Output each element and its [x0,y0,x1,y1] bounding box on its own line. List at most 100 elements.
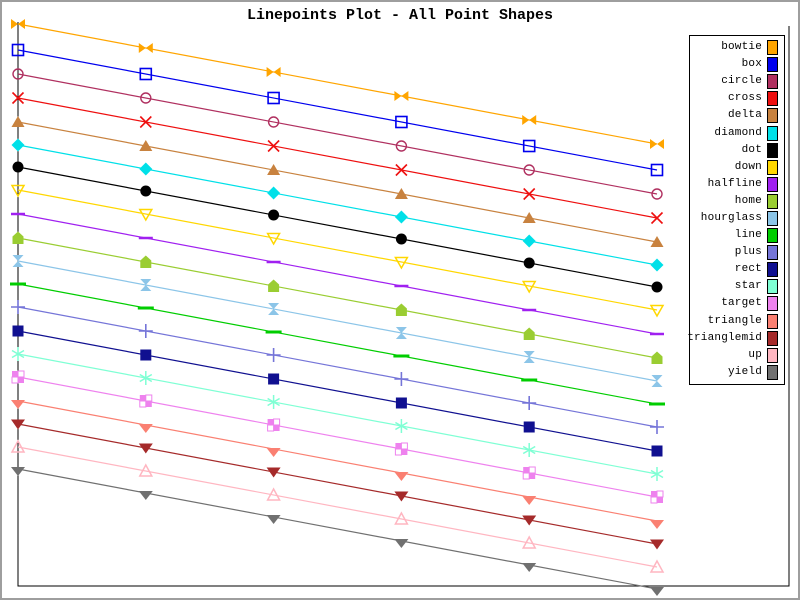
marker-cross [11,91,25,105]
marker-delta [11,116,25,127]
marker-star [522,443,536,457]
marker-star [267,395,280,409]
legend-swatch-dot [767,142,778,158]
legend-label: box [741,58,762,71]
marker-diamond [394,210,408,224]
marker-target [139,395,146,401]
series-line-down [17,189,658,311]
marker-target [656,490,664,498]
legend-swatch-diamond [767,125,778,141]
legend-swatch-yield [767,364,778,380]
legend-item-home: home [692,193,778,210]
marker-yield [11,467,25,476]
marker-target [523,467,530,473]
marker-rect [12,325,24,337]
marker-circle [267,116,280,128]
legend-item-cross: cross [692,90,778,107]
marker-star [11,347,25,361]
legend-swatch-hourglass [767,210,778,226]
marker-circle [12,68,24,80]
series-star [11,347,664,481]
marker-bowtie [11,19,25,29]
marker-yield [138,491,153,500]
marker-hourglass [140,279,152,291]
series-home [12,231,663,364]
marker-home [12,231,24,244]
series-up [10,439,665,573]
marker-circle [140,92,152,104]
legend-item-line: line [692,227,778,244]
legend-swatch-trianglemid [767,330,778,346]
series-trianglemid [11,419,664,550]
legend-item-plus: plus [692,244,778,261]
marker-trianglemid [650,539,664,550]
marker-plus [138,324,153,338]
legend-label: up [748,348,762,361]
marker-target [650,496,658,504]
legend-swatch-bowtie [767,40,778,56]
marker-trianglemid [522,515,537,526]
marker-box [650,163,664,177]
legend-label: diamond [714,126,762,139]
marker-hourglass [268,303,280,315]
marker-yield [650,587,664,596]
marker-diamond [11,138,25,152]
marker-cross [523,187,536,201]
legend-swatch-home [767,193,778,209]
marker-target [522,472,530,480]
chart-title: Linepoints Plot - All Point Shapes [246,7,554,24]
marker-target [657,497,663,503]
marker-bowtie [650,139,664,149]
marker-target [267,424,275,432]
marker-triangle [266,448,281,457]
legend-item-up: up [692,347,778,364]
marker-triangle [522,496,537,505]
legend-label: rect [734,263,762,276]
marker-diamond [650,258,664,272]
marker-target [139,400,147,408]
legend-label: trianglemid [687,331,762,344]
legend-swatch-delta [767,108,778,124]
marker-delta [139,140,153,151]
marker-cross [395,163,408,177]
marker-yield [266,515,281,524]
marker-up [394,511,409,525]
marker-down [394,256,409,270]
marker-target [145,401,152,407]
marker-star [650,467,664,481]
marker-dot [12,161,24,173]
series-line-delta [17,121,658,243]
legend-item-down: down [692,159,778,176]
marker-down [266,232,281,246]
legend-swatch-star [767,279,778,295]
marker-up [10,439,26,453]
series-triangle [11,400,664,529]
marker-up [521,535,537,549]
legend-label: target [721,297,762,310]
marker-plus [11,300,25,314]
series-line-bowtie [17,23,658,145]
marker-bowtie [522,115,537,125]
series-line-dot [17,166,658,288]
marker-target [267,419,274,425]
marker-hourglass [651,375,663,387]
legend-swatch-down [767,159,778,175]
marker-plus [650,420,664,434]
marker-star [395,419,408,433]
series-diamond [11,138,664,272]
legend-item-bowtie: bowtie [692,39,778,56]
marker-down [649,304,665,318]
legend-swatch-triangle [767,313,778,329]
series-line-box [17,49,658,171]
marker-trianglemid [11,419,25,430]
legend-item-delta: delta [692,107,778,124]
marker-target [400,442,408,450]
marker-home [140,255,152,268]
series-down [10,184,665,318]
series-line-line [17,283,658,405]
legend-label: circle [721,75,762,88]
legend-swatch-cross [767,91,778,107]
series-delta [11,116,664,247]
marker-cross [267,139,280,153]
